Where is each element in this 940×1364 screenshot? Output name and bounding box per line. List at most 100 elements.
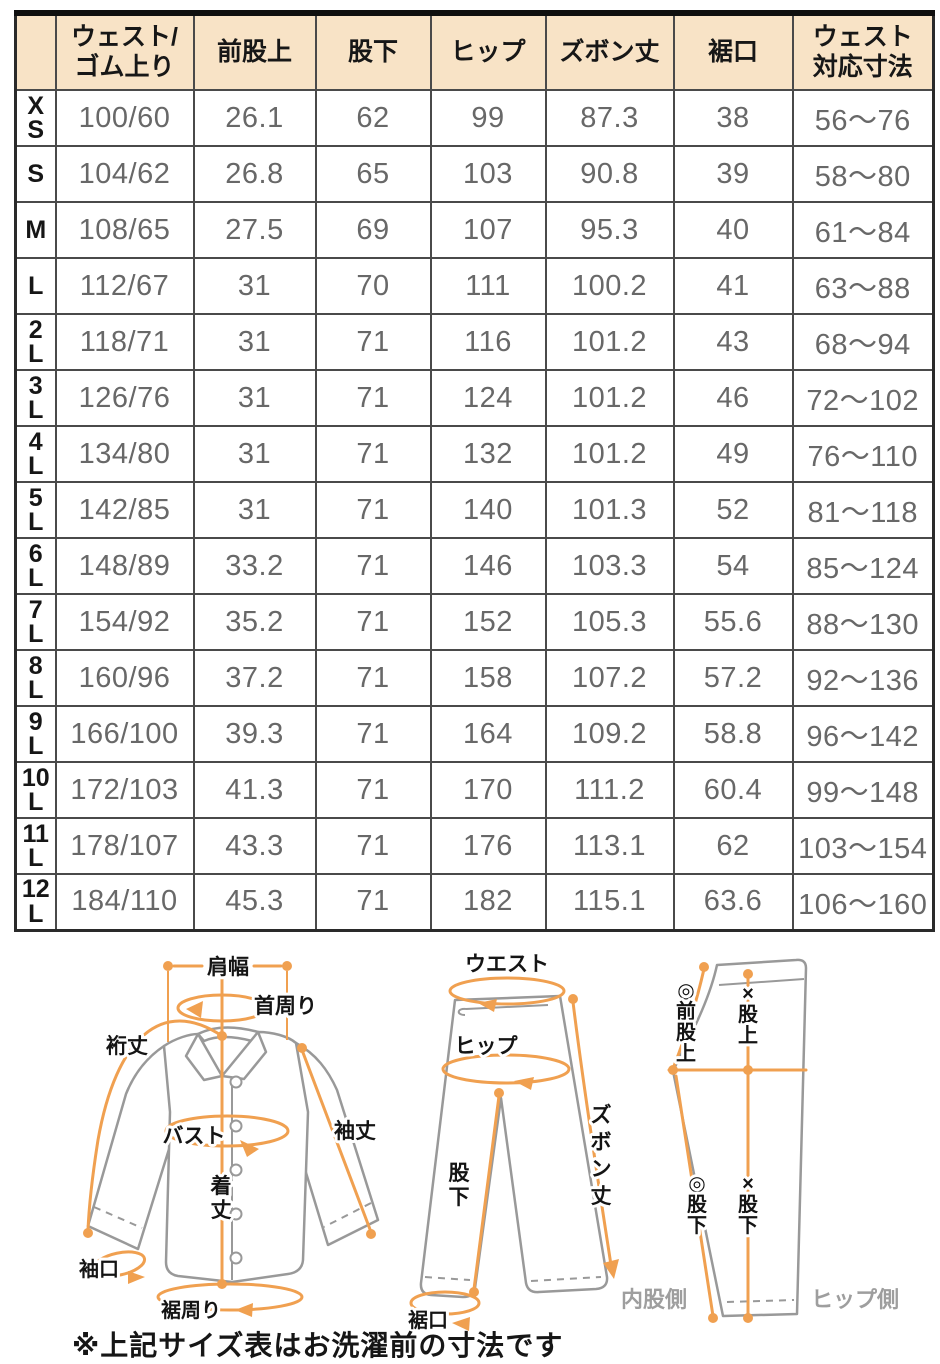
measurement-cell: 31: [192, 481, 317, 539]
pants-fly-hook: [457, 1007, 467, 1016]
table-row: 12 L 184/110 45.3 71 182 115.1 63.6 106〜160: [14, 873, 935, 931]
measurement-cell: 109.2: [544, 705, 675, 763]
measurement-cell: 126/76: [54, 369, 195, 427]
measurement-cell: 56〜76: [791, 89, 935, 147]
pants-side-waist-seam: [718, 978, 805, 986]
measurement-cell: 61〜84: [791, 201, 935, 259]
measurement-cell: 58〜80: [791, 145, 935, 203]
measurement-cell: 71: [314, 649, 432, 707]
measurement-diagrams: 肩幅 首周り 裄丈 バスト 袖丈 着丈 袖口 裾周り ウエスト ヒップ ズボン丈: [76, 950, 899, 1335]
shirt-right-cuff-seam: [323, 1202, 372, 1228]
measurement-cell: 103〜154: [791, 817, 935, 875]
measurement-cell: 62: [314, 89, 432, 147]
measurement-cell: 87.3: [544, 89, 675, 147]
measurement-cell: 172/103: [54, 761, 195, 819]
table-header-row: ウェスト/ゴム上り 前股上 股下 ヒップ ズボン丈 裾口 ウェスト 対応寸法: [14, 12, 935, 91]
measurement-cell: 39: [672, 145, 794, 203]
size-label: 10 L: [14, 761, 57, 819]
measurement-cell: 107: [429, 201, 547, 259]
measurement-cell: 103.3: [544, 537, 675, 595]
front-rise-line: [672, 967, 706, 1068]
measurement-cell: 88〜130: [791, 593, 935, 651]
measurement-cell: 101.2: [544, 425, 675, 483]
measurement-cell: 112/67: [54, 257, 195, 315]
pants-front-diagram: ウエスト ヒップ ズボン丈 股下 裾口: [405, 950, 619, 1335]
shoulder-width-extenders: [167, 971, 288, 1042]
shirt-left-cuff-seam: [93, 1206, 143, 1229]
measurement-cell: 142/85: [54, 481, 195, 539]
size-chart-table: ウェスト/ゴム上り 前股上 股下 ヒップ ズボン丈 裾口 ウェスト 対応寸法 X S 100/60…: [14, 10, 935, 932]
table-row: 10 L 172/103 41.3 71 170 111.2 60.4 99〜148: [14, 761, 935, 819]
measurement-cell: 76〜110: [791, 425, 935, 483]
table-row: 3 L 126/76 31 71 124 101.2 46 72〜102: [14, 369, 935, 427]
measurement-cell: 33.2: [192, 537, 317, 595]
table-row: S 104/62 26.8 65 103 90.8 39 58〜80: [14, 145, 935, 203]
sleeve-length-line: [300, 1048, 373, 1234]
measurement-cell: 71: [314, 705, 432, 763]
hem-opening-label: 裾口: [408, 1308, 448, 1332]
pants-side-outline: [671, 958, 808, 1318]
inseam-inner-line: [674, 1074, 715, 1318]
measurement-cell: 124: [429, 369, 547, 427]
measurement-cell: 26.1: [192, 89, 317, 147]
table-row: 9 L 166/100 39.3 71 164 109.2 58.8 96〜142: [14, 705, 935, 763]
measurement-cell: 100/60: [54, 89, 195, 147]
shirt-body: [162, 1030, 310, 1284]
sleeve-length-label: 袖丈: [334, 1119, 376, 1143]
measurement-cell: 154/92: [54, 593, 195, 651]
measurement-cell: 37.2: [192, 649, 317, 707]
measurement-cell: 41.3: [192, 761, 317, 819]
measurement-cell: 111.2: [544, 761, 675, 819]
measurement-cell: 118/71: [54, 313, 195, 371]
shirt-right-lapel: [220, 1030, 268, 1081]
measurement-cell: 55.6: [672, 593, 794, 651]
measurement-cell: 146: [429, 537, 547, 595]
waist-label: ウエスト: [465, 953, 549, 976]
shirt-diagram: 肩幅 首周り 裄丈 バスト 袖丈 着丈 袖口 裾周り: [76, 952, 380, 1325]
shirt-left-sleeve: [86, 1044, 176, 1251]
column-header: ズボン丈: [544, 12, 675, 91]
measurement-cell: 134/80: [54, 425, 195, 483]
measurement-cell: 178/107: [54, 817, 195, 875]
table-row: 7 L 154/92 35.2 71 152 105.3 55.6 88〜130: [14, 593, 935, 651]
cuff-opening-label: 袖口: [79, 1257, 119, 1281]
measurement-cell: 49: [672, 425, 794, 483]
hem-circumference-label: 裾周り: [161, 1298, 221, 1322]
measurement-cell: 40: [672, 201, 794, 259]
measurement-cell: 26.8: [192, 145, 317, 203]
measurement-cell: 103: [429, 145, 547, 203]
neck-circumference-label: 首周り: [254, 994, 317, 1018]
table-row: 8 L 160/96 37.2 71 158 107.2 57.2 92〜136: [14, 649, 935, 707]
size-label: M: [14, 201, 57, 259]
table-row: 6 L 148/89 33.2 71 146 103.3 54 85〜124: [14, 537, 935, 595]
pants-side-diagram: ◎前股上 ×股上 ◎股下 ×股下 内股側 ヒップ側: [621, 958, 899, 1323]
measurement-cell: 101.3: [544, 481, 675, 539]
measurement-cell: 140: [429, 481, 547, 539]
size-label: 11 L: [14, 817, 57, 875]
hip-ellipse: [441, 1053, 571, 1085]
measurement-cell: 31: [192, 369, 317, 427]
bust-ellipse: [164, 1114, 290, 1148]
measurement-cell: 99〜148: [791, 761, 935, 819]
pants-length-label: ズボン丈: [591, 1103, 612, 1208]
measurement-cell: 105.3: [544, 593, 675, 651]
measurement-cell: 113.1: [544, 817, 675, 875]
table-row: 2 L 118/71 31 71 116 101.2 43 68〜94: [14, 313, 935, 371]
measurement-cell: 43.3: [192, 817, 317, 875]
measurement-cell: 38: [672, 89, 794, 147]
bust-label: バスト: [163, 1125, 226, 1148]
measurement-cell: 106〜160: [791, 873, 935, 931]
measurement-cell: 35.2: [192, 593, 317, 651]
measurement-cell: 41: [672, 257, 794, 315]
pants-right-hem-seam: [530, 1276, 602, 1282]
measurement-cell: 60.4: [672, 761, 794, 819]
body-length-label: 着丈: [210, 1174, 232, 1222]
measurement-cell: 71: [314, 817, 432, 875]
yuki-length-line: [86, 1019, 224, 1232]
shoulder-width-label: 肩幅: [207, 955, 249, 979]
